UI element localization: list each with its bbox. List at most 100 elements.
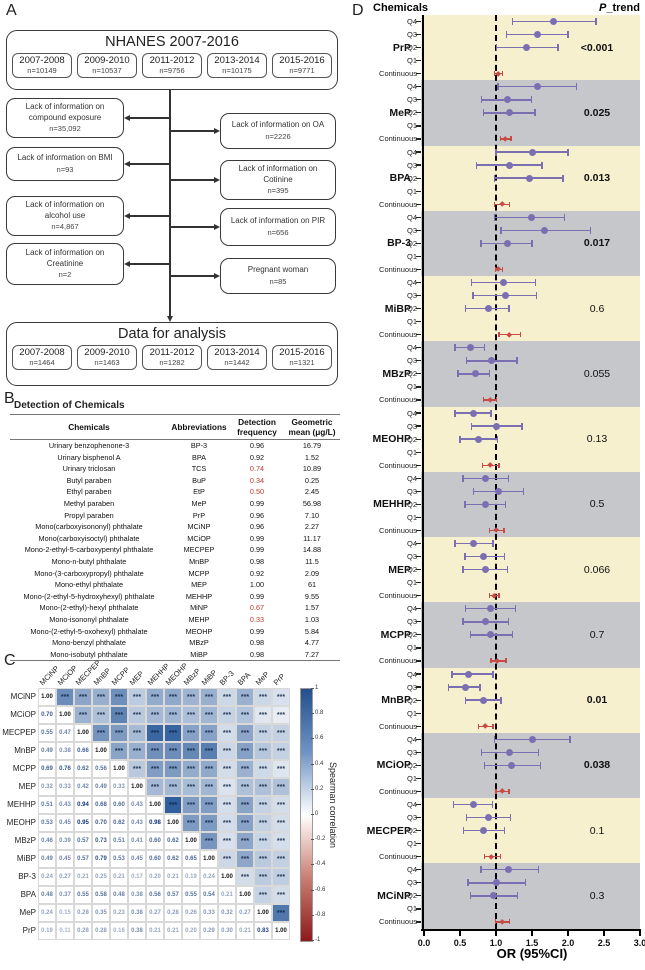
heatmap-cell-significance: *** bbox=[218, 688, 236, 706]
panel-c-label: C bbox=[4, 652, 16, 669]
y-tick-mark bbox=[416, 33, 421, 36]
x-tick-mark bbox=[603, 930, 605, 936]
cycle-n: n=10149 bbox=[27, 66, 57, 75]
cell-geometric-mean: 7.27 bbox=[304, 649, 320, 659]
heatmap-cell-value: 0.29 bbox=[200, 922, 218, 940]
or-point-quartile bbox=[493, 422, 501, 430]
heatmap-cell-value: 0.69 bbox=[38, 760, 56, 778]
arrow-line-right bbox=[170, 179, 214, 181]
ci-cap-high bbox=[479, 683, 481, 691]
heatmap-cell-value: 0.83 bbox=[254, 922, 272, 940]
heatmap-column-label: MeP bbox=[253, 669, 271, 687]
heatmap-cell-value: 0.56 bbox=[92, 760, 110, 778]
y-tick-mark bbox=[416, 516, 421, 518]
heatmap-cell-value: 0.60 bbox=[146, 832, 164, 850]
heatmap-cell-diagonal: 1.00 bbox=[92, 742, 110, 760]
y-tick-mark bbox=[416, 203, 421, 205]
ci-cap-high bbox=[516, 892, 519, 900]
heatmap-cell-diagonal: 1.00 bbox=[254, 904, 272, 922]
quantile-row-label: Q2 bbox=[406, 891, 417, 901]
quantile-row-label: Q3 bbox=[406, 747, 417, 757]
heatmap-cell-value: 0.48 bbox=[38, 886, 56, 904]
or-point-quartile bbox=[525, 174, 533, 182]
heatmap-cell-significance: *** bbox=[92, 706, 110, 724]
heatmap-cell-value: 0.41 bbox=[128, 832, 146, 850]
arrowhead-right-icon bbox=[214, 223, 220, 230]
ci-cap-high bbox=[483, 344, 486, 352]
heatmap-cell-value: 0.24 bbox=[38, 904, 56, 922]
heatmap-cell-value: 0.24 bbox=[200, 868, 218, 886]
exclusion-box-right: Lack of information on PIR n=656 bbox=[220, 208, 336, 246]
table-row: Mono-2-ethyl-5-carboxypentyl phthalate ME… bbox=[10, 544, 340, 556]
heatmap-row-label: PrP bbox=[22, 926, 36, 935]
quantile-row-label: Q4 bbox=[406, 604, 417, 614]
cell-chemical: Mono-n-butyl phthalate bbox=[51, 556, 127, 566]
x-tick-mark bbox=[495, 930, 497, 936]
ci-cap-low bbox=[464, 500, 466, 508]
ci-cap-high bbox=[569, 735, 571, 743]
ci-cap-high bbox=[503, 553, 506, 561]
y-tick-mark bbox=[416, 47, 421, 49]
heatmap-cell-value: 0.62 bbox=[74, 760, 92, 778]
forest-left-header: Chemicals bbox=[373, 2, 429, 14]
x-tick-label: 0.0 bbox=[417, 937, 431, 948]
heatmap-column-label: BP-3 bbox=[217, 668, 236, 687]
ci-cap-high bbox=[504, 500, 507, 508]
cell-geometric-mean: 1.52 bbox=[304, 452, 320, 462]
p-trend-value: 0.066 bbox=[583, 563, 611, 576]
heatmap-cell-significance: *** bbox=[272, 688, 290, 706]
cell-chemical: Butyl paraben bbox=[66, 475, 112, 485]
ci-cap-high bbox=[498, 593, 500, 599]
ci-cap-low bbox=[454, 344, 456, 352]
cell-abbreviation: MEHHP bbox=[185, 591, 213, 601]
quantile-row-label: Q1 bbox=[406, 186, 417, 196]
trunk-line bbox=[169, 90, 171, 316]
or-point-quartile bbox=[471, 370, 479, 378]
heatmap-cell-value: 0.58 bbox=[92, 886, 110, 904]
cycle-n: n=1464 bbox=[29, 358, 55, 367]
heatmap-cell-value: 0.37 bbox=[56, 886, 74, 904]
heatmap-cell-significance: *** bbox=[218, 778, 236, 796]
colorbar-tick-mark bbox=[311, 864, 314, 866]
chemical-group-label: MnBP bbox=[381, 694, 411, 707]
table-row: Mono(carboxyisoctyl) phthalate MCiOP 0.99 1… bbox=[10, 533, 340, 545]
colorbar-tick-mark bbox=[311, 688, 314, 689]
heatmap-cell-value: 0.51 bbox=[38, 796, 56, 814]
or-point-quartile bbox=[461, 683, 469, 691]
quantile-row-label: Q1 bbox=[406, 708, 417, 718]
heatmap-cell-value: 0.46 bbox=[38, 832, 56, 850]
cell-abbreviation: TCS bbox=[191, 464, 207, 474]
p-trend-value: 0.038 bbox=[583, 759, 611, 772]
chemical-group-label: MEHHP bbox=[373, 498, 411, 511]
or-point-quartile bbox=[506, 161, 514, 169]
heatmap-cell-value: 0.38 bbox=[128, 922, 146, 940]
heatmap-cell-diagonal: 1.00 bbox=[128, 778, 146, 796]
heatmap-cell-significance: *** bbox=[254, 850, 272, 868]
heatmap-cell-significance: *** bbox=[236, 814, 254, 832]
cycle-label: 2015-2016 bbox=[279, 347, 325, 358]
heatmap-column-label: MCPP bbox=[109, 665, 132, 687]
cycle-label: 2007-2008 bbox=[19, 55, 65, 66]
heatmap-cell-significance: *** bbox=[182, 706, 200, 724]
x-tick-mark bbox=[567, 930, 569, 936]
y-tick-mark bbox=[416, 790, 421, 793]
heatmap-cell-significance: *** bbox=[56, 688, 74, 706]
heatmap-cell-diagonal: 1.00 bbox=[38, 688, 56, 706]
group-band bbox=[421, 863, 640, 929]
colorbar-tick-mark bbox=[311, 814, 314, 815]
y-tick-mark bbox=[416, 608, 421, 610]
cell-chemical: Mono-2-ethyl-5-carboxypentyl phthalate bbox=[24, 545, 154, 555]
heatmap-cell-significance: *** bbox=[218, 796, 236, 814]
or-point-quartile bbox=[494, 487, 502, 495]
ci-cap-high bbox=[488, 370, 491, 378]
cycle-box: 2015-2016 n=1321 bbox=[272, 345, 332, 370]
y-tick-mark bbox=[416, 177, 421, 179]
cell-chemical: Mono-isobutyl phthalate bbox=[50, 649, 128, 659]
heatmap-row-label: MEP bbox=[18, 782, 36, 791]
ci-cap-high bbox=[491, 801, 494, 809]
cell-abbreviation: MeP bbox=[191, 498, 207, 508]
y-tick-mark bbox=[416, 595, 421, 597]
quantile-row-label: Q3 bbox=[406, 486, 417, 496]
quantile-row-label: Q3 bbox=[406, 617, 417, 627]
ci-cap-low bbox=[493, 213, 496, 221]
